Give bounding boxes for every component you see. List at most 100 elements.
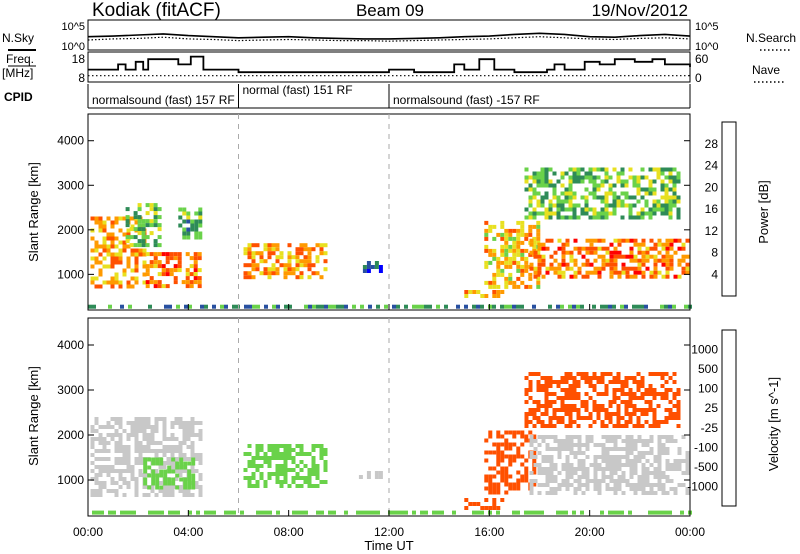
echo-cell xyxy=(259,251,264,256)
echo-cell xyxy=(194,421,199,425)
echo-cell xyxy=(190,223,195,228)
echo-cell xyxy=(528,215,533,220)
echo-cell xyxy=(102,264,107,269)
echo-cell xyxy=(228,510,232,515)
echo-cell xyxy=(616,408,621,412)
echo-cell xyxy=(492,280,497,285)
echo-cell xyxy=(153,215,158,220)
echo-cell xyxy=(500,442,505,447)
echo-cell xyxy=(157,227,162,232)
echo-cell xyxy=(668,211,673,216)
echo-cell xyxy=(90,461,95,465)
echo-cell xyxy=(452,510,456,515)
echo-cell xyxy=(169,252,174,257)
echo-cell xyxy=(669,487,674,491)
echo-cell xyxy=(98,441,103,445)
echo-cell xyxy=(295,476,300,480)
echo-cell xyxy=(573,479,578,483)
echo-cell xyxy=(589,262,594,267)
echo-cell xyxy=(561,274,566,279)
colorbar-tick-label: 25 xyxy=(705,401,719,415)
echo-cell xyxy=(146,449,151,453)
echo-cell xyxy=(496,290,501,294)
echo-cell xyxy=(549,254,554,259)
echo-cell xyxy=(569,254,574,259)
echo-cell xyxy=(90,280,95,285)
echo-cell xyxy=(596,376,601,380)
echo-cell xyxy=(492,284,497,289)
echo-cell xyxy=(264,304,268,309)
echo-cell xyxy=(597,483,602,487)
echo-cell xyxy=(529,471,534,475)
echo-cell xyxy=(138,429,143,433)
echo-cell xyxy=(636,372,641,376)
echo-cell xyxy=(98,224,103,229)
echo-cell xyxy=(672,199,677,204)
echo-cell xyxy=(344,510,348,515)
echo-cell xyxy=(137,239,142,244)
echo-cell xyxy=(621,270,626,275)
echo-cell xyxy=(198,461,203,465)
echo-cell xyxy=(171,481,176,486)
echo-cell xyxy=(90,469,95,473)
echo-cell xyxy=(568,412,573,416)
echo-cell xyxy=(488,304,492,309)
echo-cell xyxy=(536,236,541,241)
echo-cell xyxy=(508,442,513,447)
echo-cell xyxy=(143,477,148,482)
echo-cell xyxy=(549,459,554,463)
echo-cell xyxy=(608,416,613,420)
echo-cell xyxy=(569,467,574,471)
echo-cell xyxy=(564,396,569,400)
echo-cell xyxy=(572,510,576,515)
echo-cell xyxy=(549,467,554,471)
echo-cell xyxy=(616,404,621,408)
echo-cell xyxy=(492,486,497,491)
echo-cell xyxy=(604,408,609,412)
echo-cell xyxy=(617,455,622,459)
echo-cell xyxy=(323,460,328,464)
echo-cell xyxy=(94,477,99,481)
echo-cell xyxy=(616,175,621,180)
echo-cell xyxy=(247,484,252,488)
echo-cell xyxy=(553,266,558,271)
echo-cell xyxy=(676,400,681,404)
echo-cell xyxy=(640,215,645,220)
echo-cell xyxy=(661,242,666,247)
echo-cell xyxy=(577,439,582,443)
echo-cell xyxy=(263,243,268,248)
echo-cell xyxy=(568,207,573,212)
echo-cell xyxy=(604,392,609,396)
freq-panel-frame xyxy=(87,51,691,83)
echo-cell xyxy=(672,372,677,376)
echo-cell xyxy=(553,250,558,255)
echo-cell xyxy=(636,304,640,309)
echo-cell xyxy=(620,380,625,384)
echo-cell xyxy=(677,238,682,243)
echo-cell xyxy=(620,424,625,428)
echo-cell xyxy=(568,388,573,392)
echo-cell xyxy=(637,246,642,251)
echo-cell xyxy=(271,444,276,448)
echo-cell xyxy=(596,380,601,384)
echo-cell xyxy=(613,439,618,443)
echo-cell xyxy=(484,228,489,233)
echo-cell xyxy=(589,435,594,439)
echo-cell xyxy=(126,433,131,437)
echo-cell xyxy=(110,220,115,225)
echo-cell xyxy=(336,304,340,309)
echo-cell xyxy=(624,400,629,404)
echo-cell xyxy=(251,472,256,476)
echo-cell xyxy=(528,203,533,208)
echo-cell xyxy=(644,187,649,192)
echo-cell xyxy=(616,179,621,184)
echo-cell xyxy=(303,259,308,264)
echo-cell xyxy=(178,441,183,445)
echo-cell xyxy=(118,421,123,425)
echo-cell xyxy=(516,478,521,483)
echo-cell xyxy=(243,263,248,268)
echo-cell xyxy=(114,244,119,249)
echo-cell xyxy=(541,439,546,443)
echo-cell xyxy=(552,187,557,192)
